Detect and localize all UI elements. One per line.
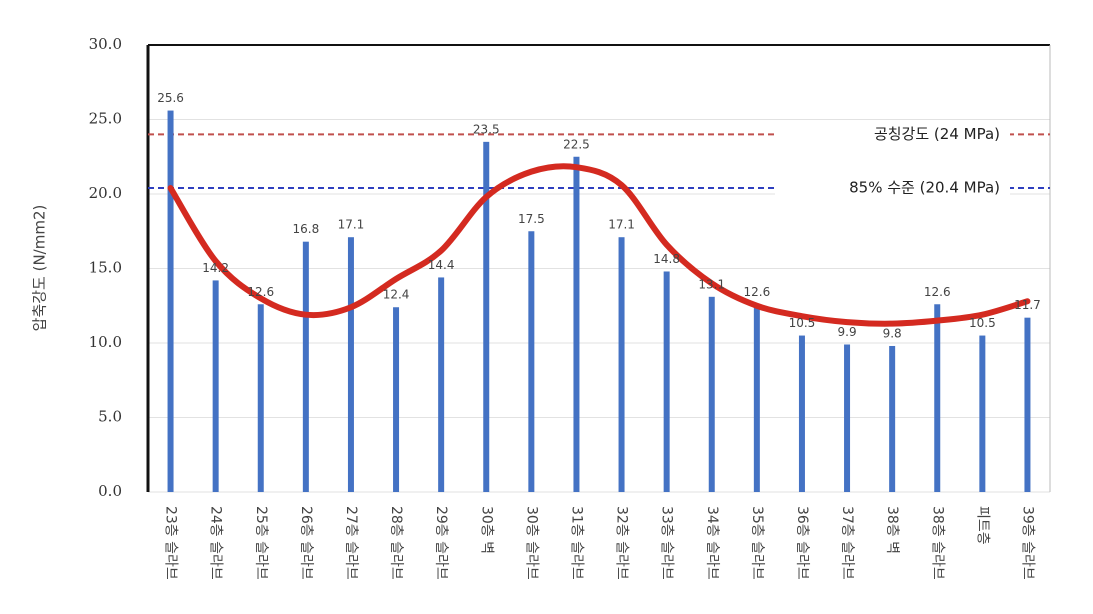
bar: [979, 335, 986, 492]
bar: [708, 296, 715, 492]
bar: [528, 231, 535, 492]
value-label: 17.1: [608, 218, 635, 232]
bar: [393, 307, 400, 492]
bar: [573, 156, 580, 492]
value-label: 10.5: [789, 316, 816, 330]
x-tick-label: 36층 슬라브: [794, 506, 810, 580]
value-label: 25.6: [157, 91, 184, 105]
y-tick-label: 15.0: [89, 259, 122, 277]
reference-label-bg: [775, 121, 1010, 148]
reference-label: 공칭강도 (24 MPa): [874, 125, 1000, 143]
value-label: 17.5: [518, 212, 545, 226]
y-tick-label: 10.0: [89, 333, 122, 351]
value-label: 12.6: [743, 285, 770, 299]
x-tick-label: 28층 슬라브: [388, 506, 404, 580]
value-label: 14.4: [428, 258, 455, 272]
bar: [844, 344, 851, 492]
value-label: 12.4: [383, 288, 410, 302]
bar: [1024, 317, 1031, 492]
x-tick-label: 23층 슬라브: [163, 506, 179, 580]
bar: [167, 110, 174, 492]
value-label: 11.7: [1014, 298, 1041, 312]
x-tick-label: 32층 슬라브: [614, 506, 630, 580]
y-tick-label: 5.0: [98, 408, 122, 426]
y-axis-label: 압축강도 (N/mm2): [31, 205, 49, 332]
x-tick-label: 31층 슬라브: [568, 506, 584, 580]
value-label: 14.2: [202, 261, 229, 275]
reference-label: 85% 수준 (20.4 MPa): [849, 179, 1000, 197]
value-label: 9.9: [838, 325, 857, 339]
bar: [889, 345, 896, 492]
bar: [798, 335, 805, 492]
x-tick-label: 34층 슬라브: [704, 506, 720, 580]
value-label: 12.6: [924, 285, 951, 299]
x-tick-label: 27층 슬라브: [343, 506, 359, 580]
bar: [618, 237, 625, 492]
bar: [257, 304, 264, 492]
x-tick-label: 38층 벽: [884, 506, 900, 554]
value-label: 23.5: [473, 122, 500, 136]
x-tick-label: 피트층: [974, 506, 990, 545]
bar: [483, 141, 490, 492]
value-label: 13.1: [698, 277, 725, 291]
value-label: 9.8: [883, 326, 902, 340]
value-label: 22.5: [563, 137, 590, 151]
trend-line: [167, 163, 1031, 327]
x-tick-label: 29층 슬라브: [433, 506, 449, 580]
x-tick-label: 25층 슬라브: [253, 506, 269, 580]
y-tick-label: 20.0: [89, 184, 122, 202]
bar: [302, 241, 309, 492]
y-tick-label: 0.0: [98, 482, 122, 500]
value-label: 17.1: [338, 218, 365, 232]
x-tick-label: 35층 슬라브: [749, 506, 765, 580]
bar: [438, 277, 445, 492]
bar: [663, 271, 670, 492]
bar: [212, 280, 219, 492]
value-label: 10.5: [969, 316, 996, 330]
y-tick-label: 30.0: [89, 35, 122, 53]
x-tick-label: 26층 슬라브: [298, 506, 314, 580]
value-label: 14.8: [653, 252, 680, 266]
x-tick-label: 33층 슬라브: [659, 506, 675, 580]
x-tick-label: 39층 슬라브: [1019, 506, 1035, 580]
y-tick-label: 25.0: [89, 110, 122, 128]
x-tick-label: 38층 슬라브: [929, 506, 945, 580]
x-tick-label: 30층 슬라브: [523, 506, 539, 580]
value-label: 12.6: [247, 285, 274, 299]
x-tick-label: 24층 슬라브: [208, 506, 224, 580]
x-tick-label: 37층 슬라브: [839, 506, 855, 580]
bar: [753, 304, 760, 492]
value-label: 16.8: [292, 222, 319, 236]
bar: [934, 304, 941, 492]
reference-label-bg: [775, 175, 1010, 202]
x-tick-label: 30층 벽: [478, 506, 494, 554]
bar: [347, 237, 354, 492]
